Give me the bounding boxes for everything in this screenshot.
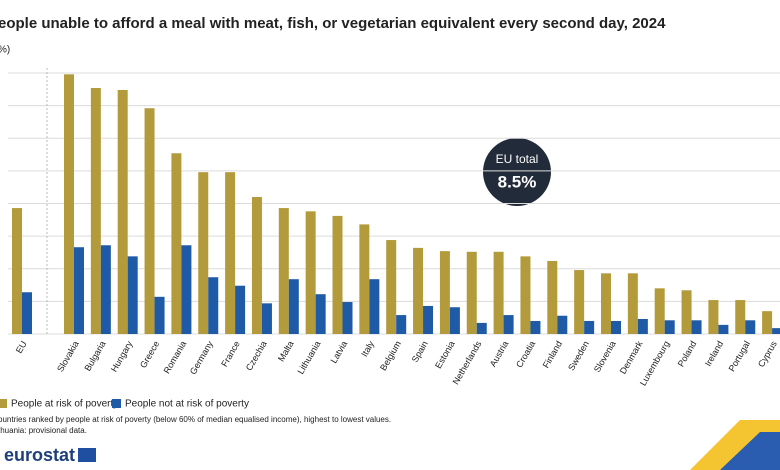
bar	[225, 172, 236, 334]
x-tick-label: Italy	[359, 339, 376, 359]
x-tick-label: Austria	[488, 339, 511, 368]
bar	[530, 320, 541, 334]
annotation-circle	[483, 138, 551, 206]
x-tick-label: Ireland	[703, 339, 725, 368]
bar	[74, 247, 84, 334]
unit-label: %)	[0, 45, 10, 56]
bar	[772, 328, 780, 334]
bar	[117, 89, 128, 334]
x-tick-label: Bulgaria	[82, 339, 107, 373]
x-tick-label: Slovenia	[592, 339, 618, 374]
annotation-value: 8.5%	[498, 172, 537, 191]
x-tick-label: Spain	[410, 339, 430, 364]
bar	[332, 215, 343, 334]
bar	[681, 290, 692, 334]
x-tick-label: Hungary	[109, 339, 135, 374]
x-tick-label: France	[219, 339, 242, 368]
bar	[413, 247, 424, 334]
bar	[342, 302, 353, 334]
bar	[466, 251, 477, 334]
footnote: ountries ranked by people at risk of pov…	[0, 415, 391, 424]
x-tick-label: Denmark	[618, 339, 645, 376]
x-tick-label: Greece	[138, 339, 161, 370]
x-tick-label: Germany	[188, 339, 215, 376]
bar	[90, 88, 101, 334]
x-tick-label: Slovakia	[55, 339, 81, 373]
bar	[762, 311, 773, 334]
bar	[439, 251, 450, 334]
bar	[574, 270, 585, 334]
annotation-label: EU total	[496, 152, 539, 166]
bar	[503, 315, 514, 334]
bar	[718, 324, 729, 334]
bar	[64, 74, 74, 335]
bar	[171, 153, 182, 334]
bar	[315, 294, 326, 334]
bar	[745, 320, 756, 334]
bar	[288, 279, 299, 334]
bar	[601, 273, 611, 334]
x-tick-label: EU	[14, 339, 29, 355]
legend-swatch	[0, 399, 7, 408]
bar	[584, 320, 595, 334]
bar	[449, 307, 460, 334]
x-tick-label: Finland	[541, 339, 564, 370]
bar	[100, 245, 111, 334]
bar	[154, 296, 165, 334]
bar	[637, 318, 648, 334]
bar	[691, 320, 702, 334]
bar	[369, 279, 380, 334]
bar	[144, 108, 155, 334]
x-tick-label: Portugal	[727, 339, 752, 373]
bar	[127, 256, 138, 334]
chart-title: eople unable to afford a meal with meat,…	[0, 15, 666, 32]
x-tick-label: Estonia	[433, 339, 457, 370]
bar	[493, 251, 504, 334]
bar	[278, 208, 289, 334]
bar	[654, 288, 665, 334]
bar	[12, 208, 22, 334]
bar	[208, 277, 219, 334]
bar	[305, 211, 316, 334]
bar	[396, 315, 407, 334]
x-tick-label: Lithuania	[296, 339, 323, 376]
bar	[181, 245, 192, 334]
annotation: EU total 8.5%	[483, 138, 551, 206]
bar	[520, 256, 531, 334]
decoration	[720, 432, 780, 470]
source-logo: eurostat	[4, 445, 75, 465]
legend-label: People at risk of poverty	[11, 399, 118, 410]
footnote: thuania: provisional data.	[0, 426, 87, 435]
x-tick-label: Croatia	[514, 339, 537, 369]
bar	[386, 240, 397, 334]
legend-label: People not at risk of poverty	[125, 399, 249, 410]
bar	[198, 172, 209, 334]
x-tick-label: Romania	[162, 339, 189, 375]
x-tick-label: Sweden	[566, 339, 591, 372]
x-tick-label: Malta	[276, 339, 296, 363]
bar	[627, 273, 638, 334]
bar	[261, 303, 272, 334]
bar	[611, 320, 621, 334]
bar	[423, 305, 434, 334]
bar	[235, 285, 246, 334]
x-tick-label: Belgium	[378, 339, 403, 372]
bar	[557, 315, 568, 334]
bar	[359, 224, 370, 334]
bar	[708, 300, 719, 334]
bar	[476, 322, 487, 334]
bar	[251, 196, 262, 334]
bar	[22, 292, 32, 334]
x-tick-label: Czechia	[244, 339, 269, 372]
x-tick-label: Poland	[676, 339, 699, 368]
x-tick-label: Cyprus	[756, 339, 779, 369]
eu-flag	[78, 448, 96, 462]
bar	[664, 320, 675, 334]
bar	[735, 300, 746, 334]
legend-swatch	[112, 399, 121, 408]
bar	[547, 260, 558, 334]
x-tick-label: Latvia	[329, 339, 350, 365]
